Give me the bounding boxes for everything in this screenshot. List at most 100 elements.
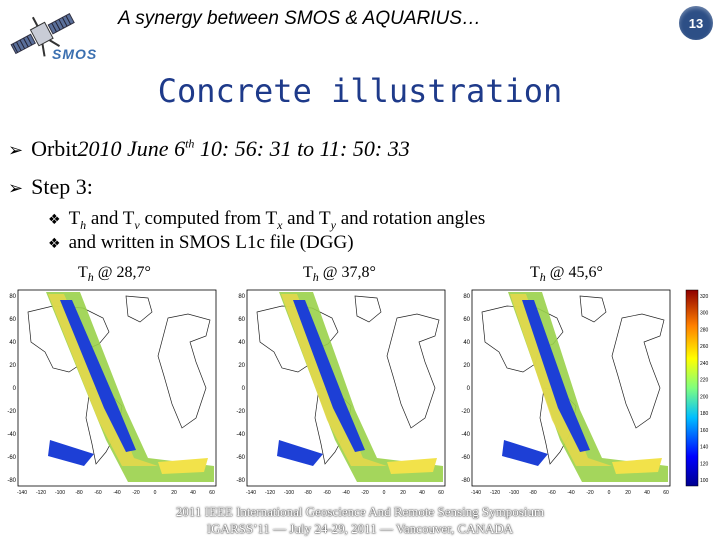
bullet-orbit-date: 2010 June 6 [77, 136, 186, 161]
header-title: A synergy between SMOS & AQUARIUS… [118, 8, 481, 29]
lon-tick-label: 20 [171, 490, 177, 496]
colorbar-tick-label: 200 [700, 394, 709, 400]
lon-tick-label: -60 [548, 490, 555, 496]
colorbar-tick-label: 140 [700, 445, 709, 451]
lat-tick-label: -40 [7, 432, 16, 438]
lat-tick-label: 80 [238, 294, 245, 300]
colorbar-tick-label: 300 [700, 311, 709, 317]
sub-bullet-written-text: and written in SMOS L1c file (DGG) [68, 232, 354, 253]
sub-bullet-computed: ❖ Th and Tv computed from Tx and Ty and … [48, 208, 485, 233]
map-caption-3: Th @ 45,6° [530, 264, 603, 285]
lon-tick-label: -80 [304, 490, 311, 496]
lon-tick-label: 60 [438, 490, 444, 496]
footer-conference: 2011 IEEE International Geoscience And R… [175, 504, 545, 519]
lon-tick-label: -120 [36, 490, 46, 496]
smos-logo-text: SMOS [52, 46, 98, 62]
lon-tick-label: 60 [663, 490, 669, 496]
lon-tick-label: -40 [342, 490, 349, 496]
lon-tick-label: 40 [644, 490, 650, 496]
lat-tick-label: 60 [238, 317, 245, 323]
lat-tick-label: 40 [9, 340, 16, 346]
lat-tick-label: -60 [7, 455, 16, 461]
lon-tick-label: 40 [419, 490, 425, 496]
sub-bullet-computed-text: Th and Tv computed from Tx and Ty and ro… [68, 208, 486, 232]
lat-tick-label: -20 [461, 409, 470, 415]
lat-tick-label: 60 [463, 317, 470, 323]
lat-tick-label: 20 [238, 363, 245, 369]
lon-tick-label: -100 [55, 490, 65, 496]
lat-tick-label: 20 [9, 363, 16, 369]
lat-tick-label: -20 [236, 409, 245, 415]
colorbar-tick-label: 100 [700, 478, 709, 484]
lon-tick-label: -140 [471, 490, 481, 496]
colorbar-tick-label: 240 [700, 361, 709, 367]
lat-tick-label: -60 [236, 455, 245, 461]
lat-tick-label: 40 [463, 340, 470, 346]
lon-tick-label: 40 [190, 490, 196, 496]
bullet-orbit-lead: Orbit [31, 136, 78, 161]
bullet-step: ➢ Step 3: [8, 174, 93, 200]
lon-tick-label: -120 [490, 490, 500, 496]
sub-bullet-written: ❖ and written in SMOS L1c file (DGG) [48, 232, 354, 254]
colorbar-tick-label: 280 [700, 327, 709, 333]
lon-tick-label: -60 [94, 490, 101, 496]
lat-tick-label: 0 [467, 386, 471, 392]
footer-venue: IGARSS’11 — July 24-29, 2011 — Vancouver… [206, 521, 514, 536]
lon-tick-label: -40 [113, 490, 120, 496]
bullet-orbit-time: 10: 56: 31 to 11: 50: 33 [194, 136, 410, 161]
lat-tick-label: -80 [461, 478, 470, 484]
lat-tick-label: 80 [463, 294, 470, 300]
lon-tick-label: -100 [284, 490, 294, 496]
lat-tick-label: 0 [13, 386, 17, 392]
lat-tick-label: -60 [461, 455, 470, 461]
lon-tick-label: -20 [361, 490, 368, 496]
colorbar-tick-label: 260 [700, 344, 709, 350]
smos-satellite-logo [10, 13, 75, 57]
map-caption-1: Th @ 28,7° [78, 264, 151, 285]
bullet-orbit: ➢ Orbit 2010 June 6th 10: 56: 31 to 11: … [8, 136, 410, 162]
colorbar-tick-label: 320 [700, 294, 709, 300]
page-number-badge: 13 [679, 6, 713, 40]
lon-tick-label: -140 [246, 490, 256, 496]
map-caption-2: Th @ 37,8° [303, 264, 376, 285]
lon-tick-label: 20 [625, 490, 631, 496]
lon-tick-label: 0 [608, 490, 611, 496]
colorbar-tick-label: 160 [700, 428, 709, 434]
lon-tick-label: -20 [132, 490, 139, 496]
lon-tick-label: -100 [509, 490, 519, 496]
lon-tick-label: -140 [17, 490, 27, 496]
lat-tick-label: -40 [461, 432, 470, 438]
colorbar: 320 300 280 260 240 220 200 180 160 140 120 100 [685, 289, 709, 487]
lat-tick-label: 0 [242, 386, 246, 392]
lon-tick-label: -120 [265, 490, 275, 496]
colorbar-tick-label: 220 [700, 378, 709, 384]
lon-tick-label: -80 [75, 490, 82, 496]
lon-tick-label: 20 [400, 490, 406, 496]
colorbar-tick-label: 180 [700, 411, 709, 417]
lat-tick-label: 60 [9, 317, 16, 323]
lon-tick-label: 0 [154, 490, 157, 496]
lat-tick-label: -40 [236, 432, 245, 438]
lat-tick-label: 80 [9, 294, 16, 300]
lat-tick-label: -20 [7, 409, 16, 415]
bullet-step-text: Step 3: [31, 174, 93, 199]
lon-tick-label: 0 [383, 490, 386, 496]
lat-tick-label: -80 [7, 478, 16, 484]
lon-tick-label: -20 [586, 490, 593, 496]
lon-tick-label: -40 [567, 490, 574, 496]
slide-title: Concrete illustration [157, 72, 563, 110]
colorbar-tick-label: 120 [700, 461, 709, 467]
lat-tick-label: 20 [463, 363, 470, 369]
lon-tick-label: -60 [323, 490, 330, 496]
arrow-bullet-icon: ➢ [8, 140, 24, 161]
bullet-orbit-date-suffix: th [185, 136, 195, 151]
lat-tick-label: 40 [238, 340, 245, 346]
diamond-bullet-icon: ❖ [48, 212, 61, 228]
diamond-bullet-icon: ❖ [48, 236, 61, 252]
lat-tick-label: -80 [236, 478, 245, 484]
lon-tick-label: 60 [209, 490, 215, 496]
